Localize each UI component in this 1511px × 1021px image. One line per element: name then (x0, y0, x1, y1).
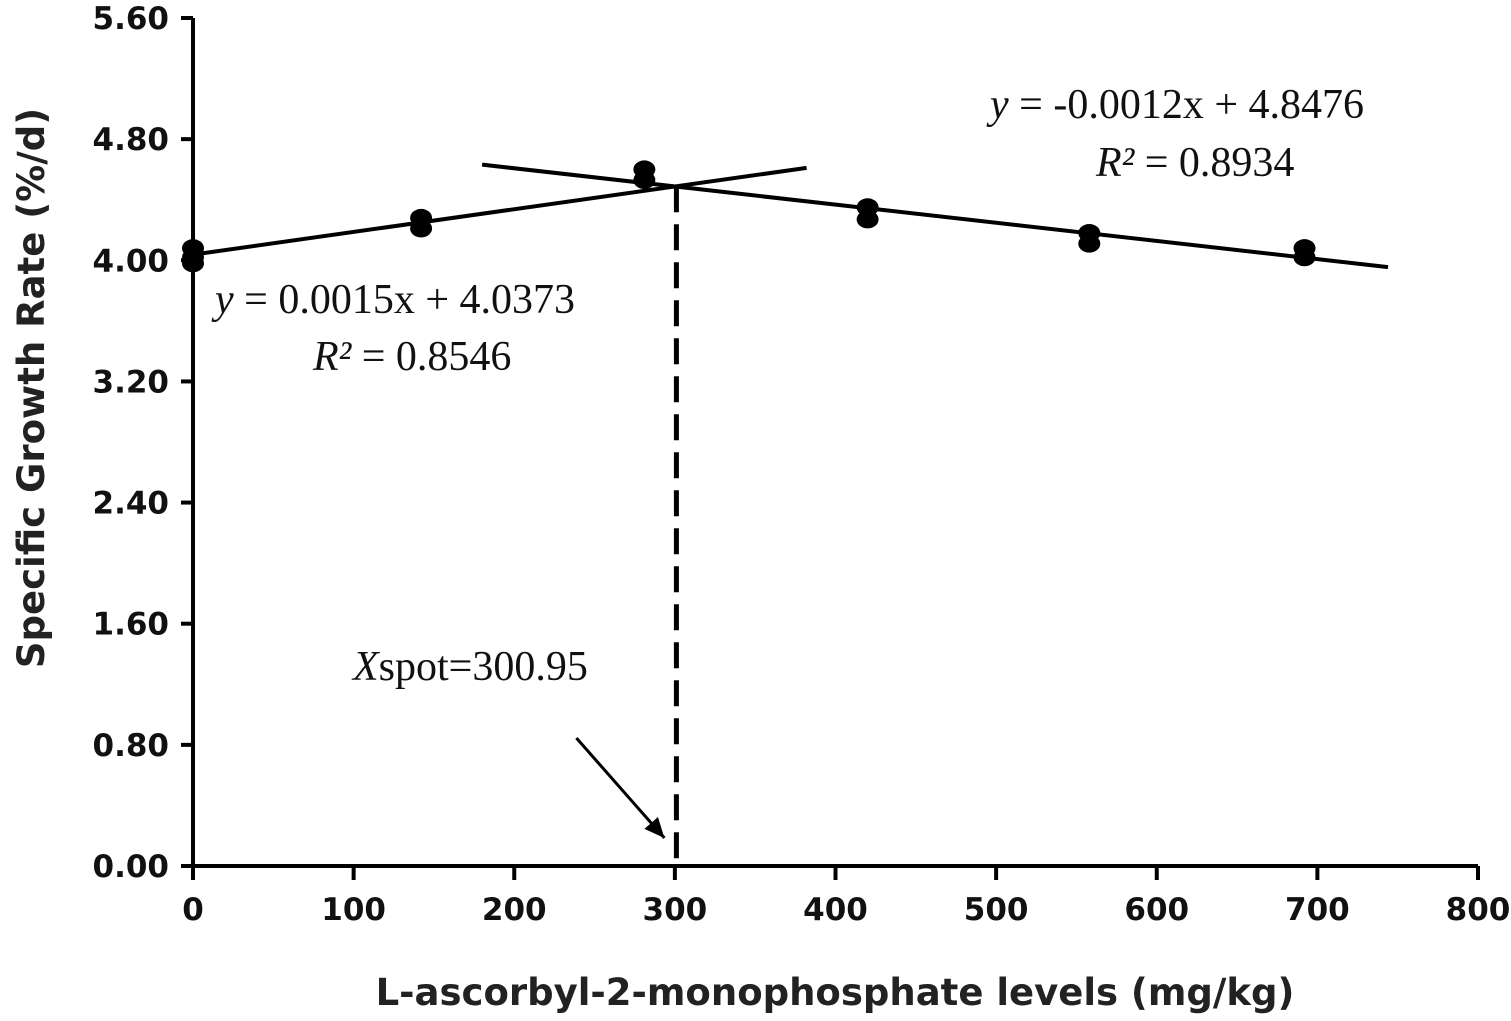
ticks: 0.00 0.80 1.60 2.40 3.20 4.00 4.80 5.60 0 100 200 3… (93, 1, 1511, 928)
x-tick-label: 700 (1285, 892, 1350, 928)
fit-line-2 (481, 162, 1389, 270)
equation-left: y = 0.0015x + 4.0373 (211, 277, 575, 323)
data-point (856, 210, 879, 229)
x-tick-label: 800 (1446, 892, 1511, 928)
r2-left: R² = 0.8546 (312, 334, 511, 380)
data-point (182, 254, 204, 273)
fit-lines (192, 162, 1389, 270)
data-point (410, 219, 433, 238)
arrow-shaft (575, 737, 666, 839)
y-tick-label: 0.00 (93, 849, 170, 885)
equation-right-rest: = -0.0012x + 4.8476 (1009, 82, 1364, 128)
r2-right-value: = 0.8934 (1134, 140, 1294, 186)
equation-right-y: y (986, 82, 1009, 128)
r2-right-label: R² (1095, 140, 1136, 186)
x-tick-label: 300 (643, 892, 708, 928)
r2-right: R² = 0.8934 (1095, 140, 1294, 186)
x-tick-label: 100 (321, 892, 386, 928)
data-point (1078, 234, 1101, 253)
x-axis-title: L-ascorbyl-2-monophosphate levels (mg/kg… (376, 971, 1295, 1014)
y-tick-label: 0.80 (93, 728, 170, 764)
equation-left-y: y (211, 277, 234, 323)
r2-left-value: = 0.8546 (351, 334, 511, 380)
data-point (633, 171, 656, 190)
y-tick-label: 2.40 (93, 486, 170, 522)
x-tick-label: 600 (1124, 892, 1189, 928)
breakpoint-arrow (575, 737, 666, 839)
equation-right: y = -0.0012x + 4.8476 (986, 82, 1364, 128)
r2-left-label: R² (312, 334, 353, 380)
breakpoint-label-rest: spot=300.95 (379, 644, 588, 690)
data-point (1293, 248, 1316, 267)
equation-left-rest: = 0.0015x + 4.0373 (234, 277, 575, 323)
y-axis-title: Specific Growth Rate (%/d) (10, 108, 53, 668)
y-tick-label: 3.20 (93, 364, 170, 400)
x-tick-label: 500 (964, 892, 1029, 928)
fit-line-1 (192, 165, 807, 257)
data-points (182, 160, 1316, 273)
x-tick-label: 400 (803, 892, 868, 928)
breakpoint-label-x: X (351, 644, 381, 690)
y-tick-label: 5.60 (93, 1, 170, 37)
y-tick-label: 1.60 (93, 607, 170, 643)
y-tick-label: 4.00 (93, 243, 170, 279)
y-tick-label: 4.80 (93, 122, 170, 158)
x-tick-label: 0 (182, 892, 204, 928)
x-tick-label: 200 (482, 892, 547, 928)
breakpoint-label: Xspot=300.95 (351, 644, 588, 690)
arrow-head (644, 817, 665, 838)
